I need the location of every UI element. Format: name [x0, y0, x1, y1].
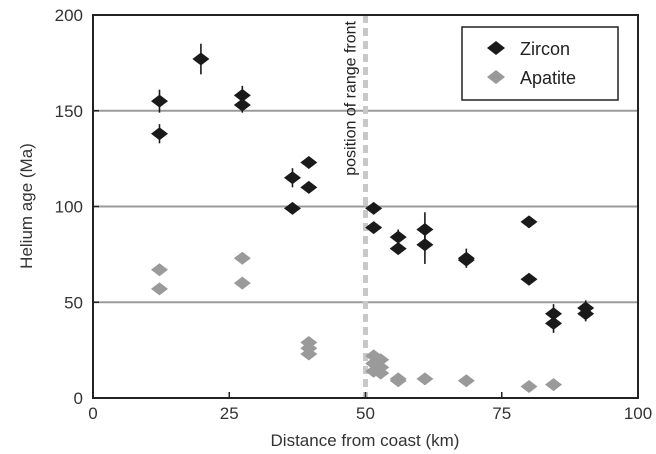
legend-marker-zircon	[487, 41, 505, 55]
zircon-point	[150, 127, 168, 141]
legend-label-apatite: Apatite	[520, 68, 576, 88]
x-tick-label: 50	[356, 404, 375, 423]
y-tick-label: 0	[74, 389, 83, 408]
zircon-point	[389, 230, 407, 244]
x-tick-label: 25	[220, 404, 239, 423]
y-tick-label: 150	[55, 102, 83, 121]
range-front-label: position of range front	[343, 20, 360, 175]
apatite-point	[545, 378, 563, 392]
legend-label-zircon: Zircon	[520, 39, 570, 59]
zircon-point	[545, 316, 563, 330]
zircon-point	[300, 180, 318, 194]
zircon-point	[150, 94, 168, 108]
annotation-layer: position of range front	[343, 15, 368, 398]
apatite-point	[150, 282, 168, 296]
zircon-point	[283, 171, 301, 185]
apatite-point	[520, 380, 538, 394]
apatite-point	[389, 374, 407, 388]
zircon-point	[389, 242, 407, 256]
apatite-point	[233, 276, 251, 290]
zircon-point	[233, 88, 251, 102]
zircon-point	[192, 52, 210, 66]
apatite-point	[372, 366, 390, 380]
zircon-point	[520, 272, 538, 286]
zircon-point	[283, 201, 301, 215]
y-tick-label: 50	[64, 293, 83, 312]
legend: Zircon Apatite	[461, 26, 619, 101]
apatite-point	[372, 353, 390, 367]
apatite-point	[233, 251, 251, 265]
points-layer	[150, 43, 595, 394]
x-tick-label: 100	[624, 404, 652, 423]
zircon-point	[577, 307, 595, 321]
apatite-point	[300, 347, 318, 361]
x-axis-title: Distance from coast (km)	[271, 431, 460, 450]
y-tick-label: 200	[55, 6, 83, 25]
apatite-point	[457, 374, 475, 388]
zircon-point	[457, 253, 475, 267]
x-tick-label: 75	[492, 404, 511, 423]
apatite-point	[150, 263, 168, 277]
zircon-point	[233, 98, 251, 112]
apatite-point	[416, 372, 434, 386]
zircon-point	[365, 221, 383, 235]
ticks-layer: 0 25 50 75 100 0 50 100 150 200	[55, 6, 653, 423]
x-tick-label: 0	[88, 404, 97, 423]
y-tick-label: 100	[55, 198, 83, 217]
zircon-point	[520, 215, 538, 229]
legend-box	[461, 26, 619, 101]
zircon-point	[416, 238, 434, 252]
zircon-point	[300, 155, 318, 169]
legend-marker-apatite	[487, 70, 505, 84]
zircon-point	[365, 201, 383, 215]
y-axis-title: Helium age (Ma)	[17, 143, 36, 269]
